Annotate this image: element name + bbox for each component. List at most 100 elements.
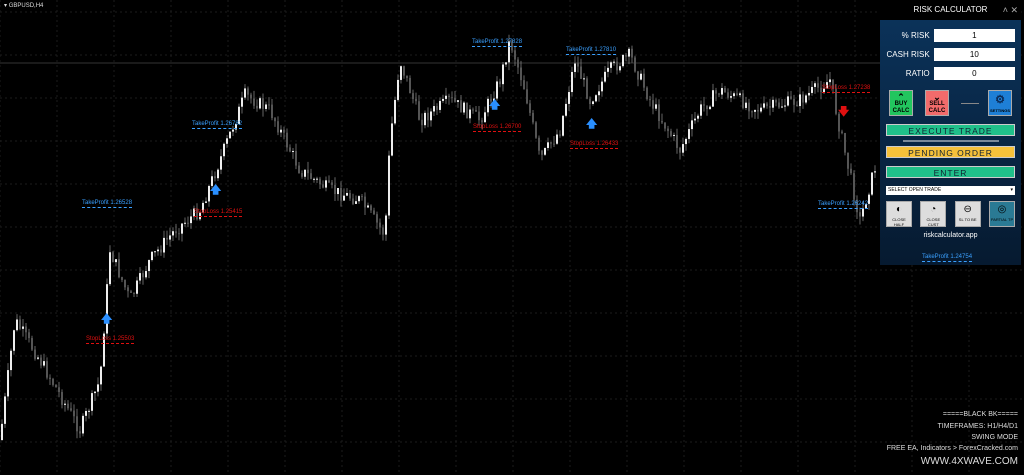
candle: [442, 98, 444, 101]
candle: [313, 178, 315, 180]
ratio-row: RATIO 0: [886, 64, 1015, 82]
candle: [781, 106, 783, 108]
candle: [274, 118, 276, 122]
candle: [580, 66, 582, 79]
candle: [169, 235, 171, 240]
candle: [724, 88, 726, 93]
candle: [484, 112, 486, 123]
candle: [589, 98, 591, 105]
candle: [445, 95, 447, 99]
candle: [178, 233, 180, 235]
settings-label: SETTINGS: [989, 108, 1010, 113]
candle: [4, 396, 6, 424]
close-half-button[interactable]: ◐ CLOSE HALF: [886, 201, 912, 227]
candle: [811, 86, 813, 93]
chevron-down-icon: ⌄: [933, 92, 941, 102]
candle: [469, 109, 471, 119]
candle: [742, 93, 744, 108]
candle: [556, 134, 558, 144]
candle: [769, 106, 771, 108]
candle: [523, 80, 525, 90]
pending-order-button[interactable]: PENDING ORDER: [886, 146, 1015, 158]
partial-tp-button[interactable]: ◎ PARTIAL TP: [988, 201, 1015, 227]
candle: [223, 143, 225, 157]
stop-loss-label: StopLoss 1.25503: [86, 336, 135, 344]
candle: [451, 97, 453, 99]
candle: [529, 103, 531, 113]
candle: [289, 147, 291, 152]
candle: [292, 150, 294, 152]
risk-percent-row: % RISK 1: [886, 26, 1015, 44]
stop-loss-label: StopLoss 1.25415: [194, 209, 243, 217]
candle: [706, 105, 708, 110]
enter-button[interactable]: ENTER: [886, 166, 1015, 178]
candle: [199, 212, 201, 220]
candle: [181, 223, 183, 234]
sell-arrow-icon: 🡇: [838, 106, 850, 118]
candle: [277, 121, 279, 133]
candle: [493, 98, 495, 102]
candle: [208, 185, 210, 202]
candle: [643, 73, 645, 88]
candle: [346, 193, 348, 196]
candle: [844, 132, 846, 153]
candle: [424, 112, 426, 126]
candle: [145, 271, 147, 278]
risk-percent-input[interactable]: 1: [933, 28, 1015, 42]
sl-to-be-button[interactable]: ⊖ SL TO BE: [954, 201, 981, 227]
candle: [784, 105, 786, 107]
site-link[interactable]: riskcalculator.app: [923, 232, 978, 239]
candle: [310, 173, 312, 179]
candle: [583, 78, 585, 80]
candle: [733, 93, 735, 97]
candle: [778, 102, 780, 108]
candle: [217, 169, 219, 179]
candle: [841, 131, 843, 133]
candle: [874, 171, 876, 173]
candle: [1, 423, 3, 440]
candle: [808, 92, 810, 96]
ratio-input[interactable]: 0: [933, 66, 1015, 80]
cash-risk-input[interactable]: 10: [933, 47, 1015, 61]
candle: [400, 66, 402, 80]
candle: [532, 112, 534, 123]
candle: [544, 147, 546, 155]
candle: [763, 103, 765, 108]
candle: [703, 104, 705, 106]
candle: [352, 198, 354, 204]
panel-title-bar[interactable]: RISK CALCULATOR ˄ ✕: [880, 0, 1021, 20]
candle: [136, 280, 138, 294]
candle: [499, 81, 501, 85]
candle: [727, 92, 729, 98]
candle: [820, 87, 822, 93]
candle: [238, 106, 240, 125]
buy-calc-button[interactable]: ⌃ BUY CALC: [889, 90, 913, 116]
execute-trade-button[interactable]: EXECUTE TRADE: [886, 124, 1015, 136]
select-open-trade-dropdown[interactable]: SELECT OPEN TRADE ▾: [886, 186, 1015, 195]
candle: [40, 357, 42, 366]
candle: [139, 273, 141, 281]
candle: [805, 95, 807, 103]
candle: [196, 208, 198, 220]
close-custom-button[interactable]: ◔ CLOSE CUST: [920, 201, 947, 227]
candle: [598, 91, 600, 96]
sell-calc-button[interactable]: ⌄ SELL CALC: [925, 90, 949, 116]
candle: [559, 134, 561, 136]
candle: [475, 110, 477, 112]
candle: [631, 48, 633, 58]
candle: [736, 93, 738, 96]
settings-button[interactable]: ⚙ SETTINGS: [988, 90, 1012, 116]
candle: [610, 62, 612, 68]
candle: [94, 391, 96, 394]
candle: [448, 95, 450, 98]
candle: [712, 90, 714, 107]
candle: [574, 63, 576, 72]
close-icon[interactable]: ˄ ✕: [1002, 5, 1018, 15]
candle: [661, 121, 663, 123]
candle: [367, 205, 369, 208]
candle: [256, 105, 258, 109]
candle: [508, 41, 510, 63]
candle: [286, 132, 288, 148]
candle: [175, 231, 177, 234]
